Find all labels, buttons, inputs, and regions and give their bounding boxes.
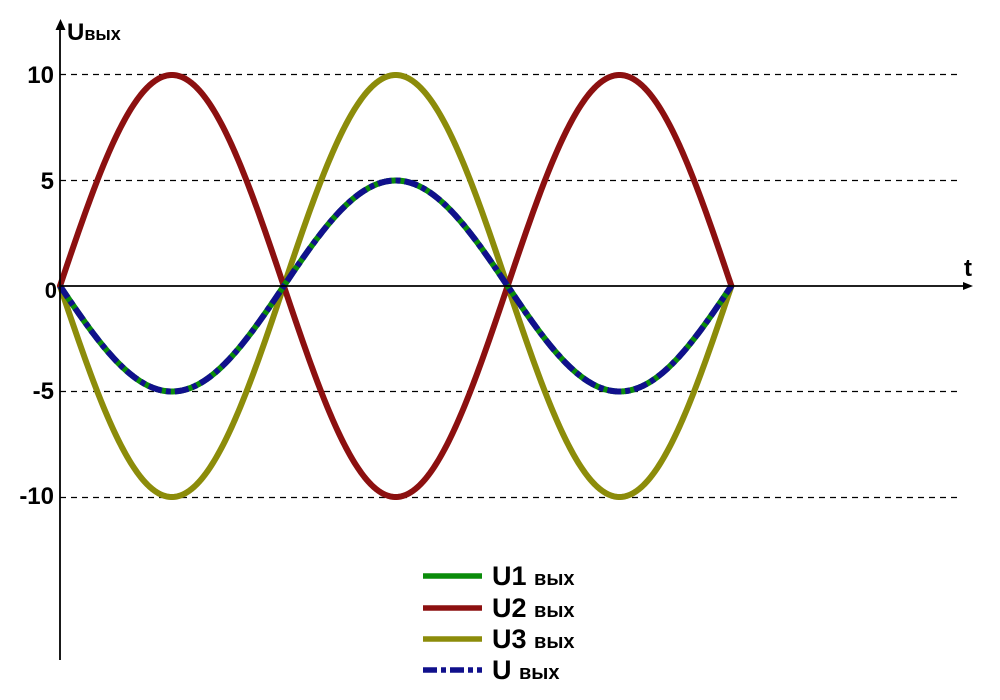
svg-text:5: 5 xyxy=(41,168,54,195)
svg-text:10: 10 xyxy=(27,62,54,89)
svg-text:Uвых: Uвых xyxy=(67,19,121,46)
svg-text:U2 вых: U2 вых xyxy=(492,593,575,623)
svg-text:t: t xyxy=(964,255,972,282)
svg-text:U вых: U вых xyxy=(492,655,560,685)
svg-text:-5: -5 xyxy=(33,378,54,405)
svg-text:0: 0 xyxy=(45,278,57,303)
svg-text:U3 вых: U3 вых xyxy=(492,624,575,654)
svg-text:U1 вых: U1 вых xyxy=(492,561,575,591)
svg-text:-10: -10 xyxy=(19,483,54,510)
